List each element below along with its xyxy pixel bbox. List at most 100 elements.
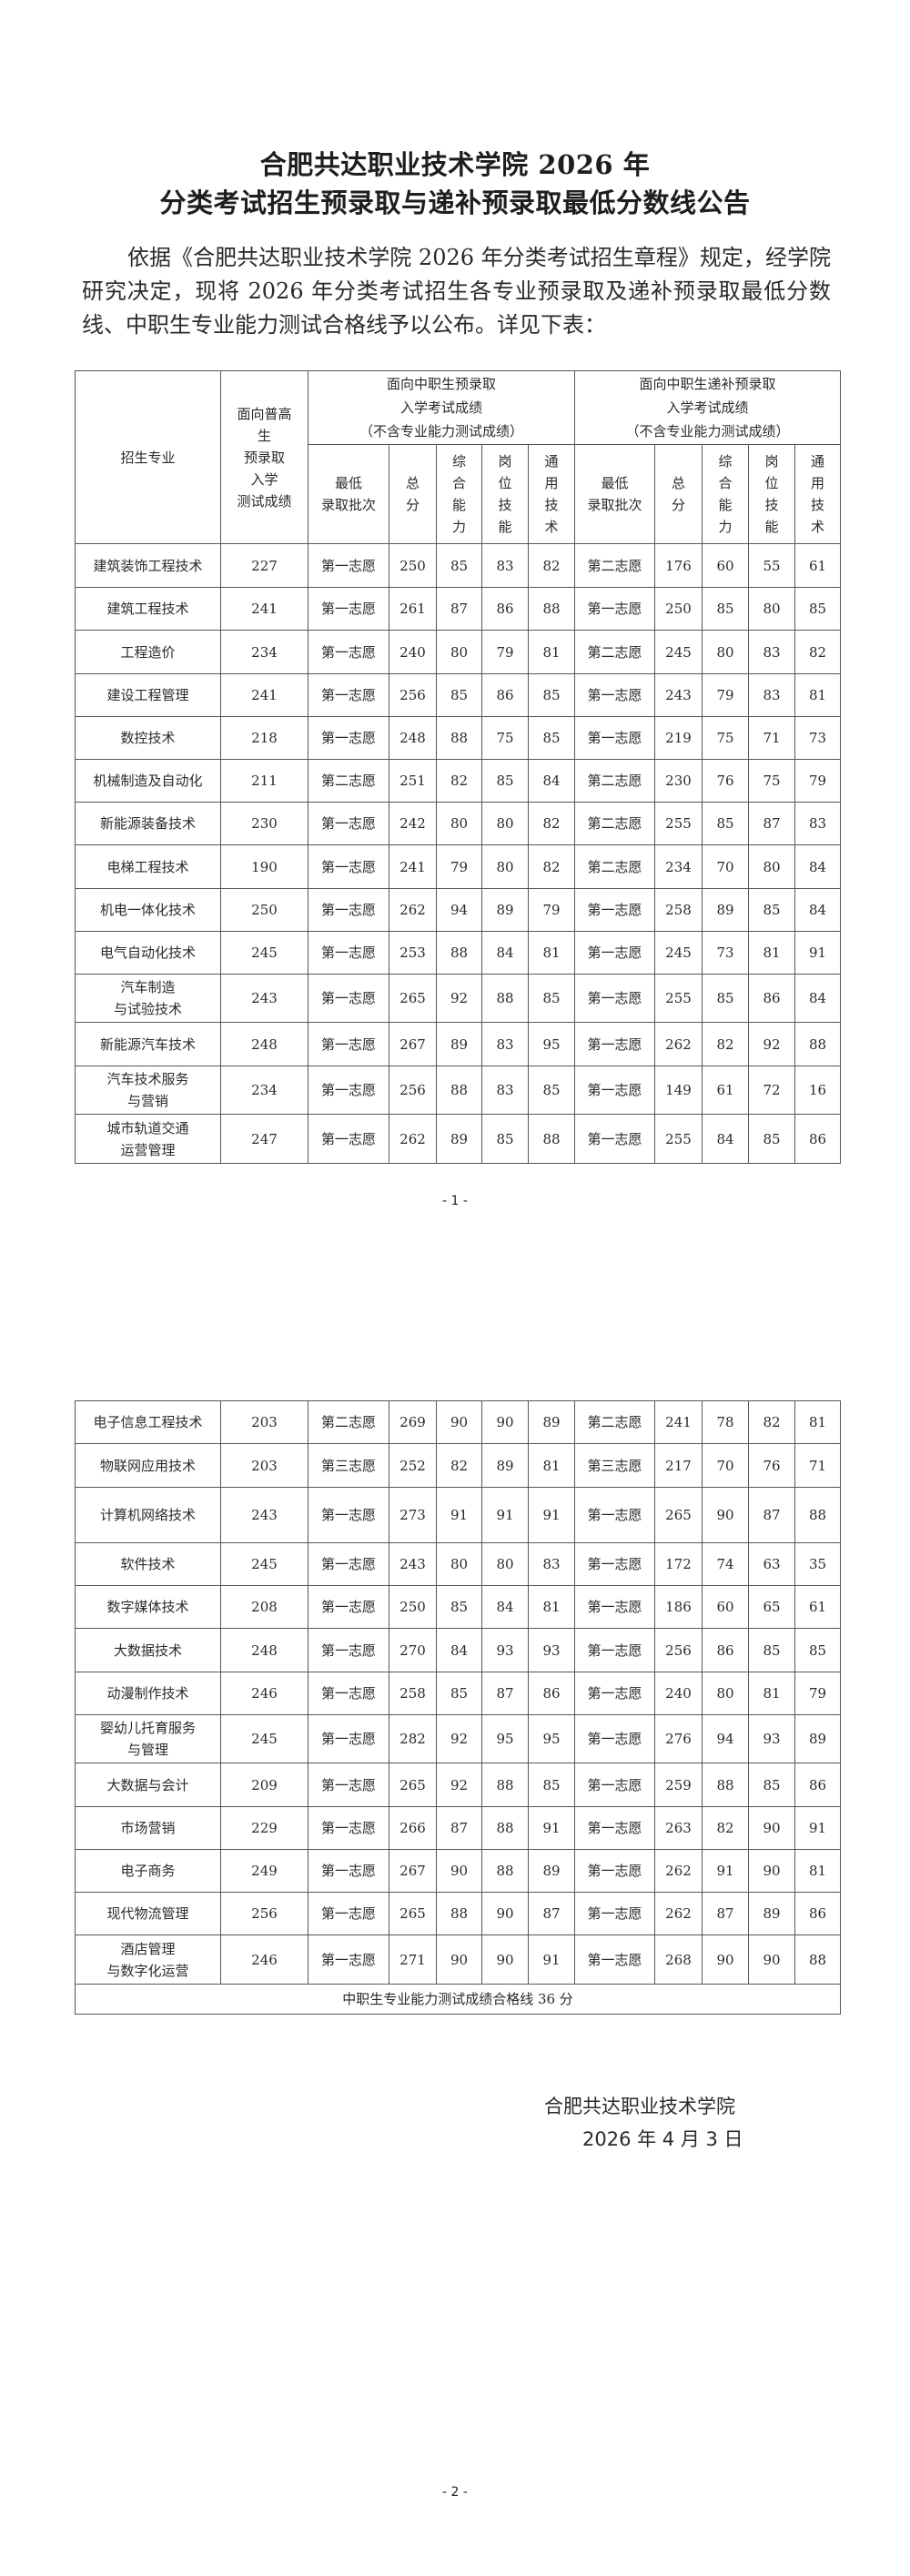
cell-sup-post-skill: 76 (748, 1443, 795, 1488)
cell-pre-total: 243 (389, 1542, 437, 1586)
cell-sup-batch: 第一志愿 (574, 931, 655, 975)
cell-sup-total: 256 (654, 1628, 703, 1672)
cell-pre-batch: 第一志愿 (308, 1763, 389, 1807)
cell-sup-total: 259 (654, 1763, 703, 1807)
cell-sup-comprehensive: 74 (702, 1542, 749, 1586)
cell-sup-comprehensive: 84 (702, 1114, 749, 1164)
cell-pre-total: 282 (389, 1714, 437, 1763)
cell-sup-general-tech: 91 (794, 1806, 841, 1850)
cell-major: 市场营销 (75, 1806, 221, 1850)
cell-sup-general-tech: 79 (794, 1672, 841, 1715)
cell-sup-post-skill: 93 (748, 1714, 795, 1763)
cell-pre-total: 242 (389, 802, 437, 845)
cell-major: 新能源装备技术 (75, 802, 221, 845)
cell-pre-comprehensive: 85 (436, 1672, 482, 1715)
cell-pre-comprehensive: 84 (436, 1628, 482, 1672)
cell-pre-general-tech: 93 (528, 1628, 575, 1672)
cell-sup-post-skill: 87 (748, 1487, 795, 1543)
cell-general-score: 203 (220, 1443, 308, 1488)
cell-pre-comprehensive: 88 (436, 1892, 482, 1935)
cell-sup-batch: 第三志愿 (574, 1443, 655, 1488)
cell-pre-batch: 第一志愿 (308, 1935, 389, 1985)
cell-pre-post-skill: 84 (481, 1585, 529, 1629)
cell-sup-total: 230 (654, 759, 703, 803)
cell-pre-batch: 第一志愿 (308, 673, 389, 717)
cell-sup-comprehensive: 85 (702, 974, 749, 1023)
cell-sup-post-skill: 86 (748, 974, 795, 1023)
cell-sup-general-tech: 61 (794, 1585, 841, 1629)
cell-major: 建设工程管理 (75, 673, 221, 717)
cell-pre-general-tech: 87 (528, 1892, 575, 1935)
cell-general-score: 246 (220, 1672, 308, 1715)
cell-major: 软件技术 (75, 1542, 221, 1586)
cell-pre-total: 256 (389, 673, 437, 717)
cell-pre-comprehensive: 82 (436, 1443, 482, 1488)
cell-sup-post-skill: 65 (748, 1585, 795, 1629)
cell-pre-general-tech: 82 (528, 802, 575, 845)
cell-pre-general-tech: 85 (528, 1763, 575, 1807)
cell-sup-batch: 第一志愿 (574, 1066, 655, 1115)
cell-major: 电气自动化技术 (75, 931, 221, 975)
cell-pre-comprehensive: 92 (436, 1714, 482, 1763)
cell-general-score: 203 (220, 1400, 308, 1444)
cell-pre-batch: 第一志愿 (308, 1022, 389, 1066)
cell-pre-batch: 第一志愿 (308, 1066, 389, 1115)
cell-sup-general-tech: 84 (794, 844, 841, 889)
cell-sup-total: 245 (654, 931, 703, 975)
cell-pre-general-tech: 81 (528, 1585, 575, 1629)
cell-pre-post-skill: 95 (481, 1714, 529, 1763)
cell-pre-post-skill: 88 (481, 974, 529, 1023)
cell-pre-comprehensive: 85 (436, 1585, 482, 1629)
cell-sup-total: 255 (654, 974, 703, 1023)
score-table-page1: 招生专业 面向普高 生 预录取 入学 测试成绩 面向中职生预录取 入学考试成绩 … (75, 370, 841, 1164)
page-number-2: - 2 - (442, 2485, 468, 2500)
cell-sup-batch: 第一志愿 (574, 587, 655, 631)
cell-major: 动漫制作技术 (75, 1672, 221, 1715)
cell-general-score: 229 (220, 1806, 308, 1850)
cell-sup-total: 262 (654, 1022, 703, 1066)
cell-sup-post-skill: 81 (748, 931, 795, 975)
cell-sup-comprehensive: 85 (702, 802, 749, 845)
table-row: 电子信息工程技术 203 第二志愿 269 90 90 89 第二志愿 241 78 82 81 (75, 1400, 841, 1444)
table-row: 机械制造及自动化 211 第二志愿 251 82 85 84 第二志愿 230 76 75 79 (75, 759, 841, 803)
cell-sup-comprehensive: 87 (702, 1892, 749, 1935)
header-sup-comprehensive: 综 合 能 力 (702, 444, 749, 544)
cell-pre-general-tech: 82 (528, 543, 575, 588)
table-row: 市场营销 229 第一志愿 266 87 88 91 第一志愿 263 82 90 91 (75, 1806, 841, 1850)
cell-pre-total: 250 (389, 543, 437, 588)
cell-pre-general-tech: 85 (528, 974, 575, 1023)
cell-sup-batch: 第二志愿 (574, 759, 655, 803)
cell-sup-post-skill: 85 (748, 1114, 795, 1164)
cell-pre-total: 265 (389, 1892, 437, 1935)
header-pre-total: 总 分 (389, 444, 437, 544)
cell-sup-total: 219 (654, 716, 703, 760)
cell-pre-total: 265 (389, 1763, 437, 1807)
header-general-score: 面向普高 生 预录取 入学 测试成绩 (220, 370, 308, 544)
cell-sup-batch: 第一志愿 (574, 1542, 655, 1586)
cell-general-score: 249 (220, 1849, 308, 1893)
cell-pre-total: 270 (389, 1628, 437, 1672)
cell-pre-comprehensive: 87 (436, 1806, 482, 1850)
header-sup-total: 总 分 (654, 444, 703, 544)
table-row: 软件技术 245 第一志愿 243 80 80 83 第一志愿 172 74 63 35 (75, 1542, 841, 1586)
cell-pre-general-tech: 86 (528, 1672, 575, 1715)
table-row: 建筑装饰工程技术 227 第一志愿 250 85 83 82 第二志愿 176 60 55 61 (75, 543, 841, 588)
cell-pre-total: 256 (389, 1066, 437, 1115)
cell-pre-comprehensive: 79 (436, 844, 482, 889)
cell-pre-general-tech: 91 (528, 1806, 575, 1850)
cell-pre-post-skill: 93 (481, 1628, 529, 1672)
cell-general-score: 248 (220, 1022, 308, 1066)
cell-pre-comprehensive: 88 (436, 931, 482, 975)
cell-sup-total: 176 (654, 543, 703, 588)
cell-pre-post-skill: 90 (481, 1400, 529, 1444)
cell-sup-post-skill: 71 (748, 716, 795, 760)
cell-sup-total: 255 (654, 802, 703, 845)
cell-pre-general-tech: 81 (528, 931, 575, 975)
table-row: 机电一体化技术 250 第一志愿 262 94 89 79 第一志愿 258 89 85 84 (75, 888, 841, 932)
cell-sup-comprehensive: 70 (702, 1443, 749, 1488)
cell-pre-batch: 第三志愿 (308, 1443, 389, 1488)
cell-sup-comprehensive: 82 (702, 1022, 749, 1066)
cell-pre-comprehensive: 94 (436, 888, 482, 932)
cell-pre-post-skill: 85 (481, 1114, 529, 1164)
cell-pre-comprehensive: 92 (436, 974, 482, 1023)
